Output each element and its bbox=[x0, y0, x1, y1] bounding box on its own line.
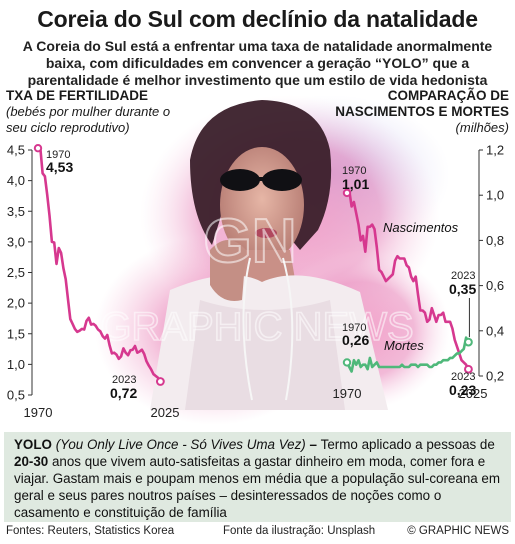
series-end-point bbox=[464, 337, 473, 347]
y-tick-label: 0,4 bbox=[486, 323, 504, 338]
series-label-births: Nascimentos bbox=[383, 220, 459, 235]
series-end-point bbox=[464, 364, 473, 374]
y-tick-label: 3,5 bbox=[7, 204, 25, 219]
annotation-label: 1970 bbox=[342, 165, 366, 177]
watermark: GN GRAPHIC NEWS bbox=[100, 206, 415, 350]
y-tick-label: 1,5 bbox=[7, 326, 25, 341]
series-start-point bbox=[342, 358, 352, 367]
annotation-label: 1970 bbox=[342, 322, 366, 334]
page-title: Coreia do Sul com declínio da natalidade bbox=[37, 6, 478, 32]
svg-text:GRAPHIC NEWS: GRAPHIC NEWS bbox=[100, 305, 413, 349]
yolo-text-1: Termo aplicado a pessoas de bbox=[320, 437, 495, 452]
fertility-subtitle: (bebés por mulher durante o seu ciclo re… bbox=[6, 104, 171, 135]
annotation-label: 2023 bbox=[451, 371, 475, 383]
x-tick-label: 2025 bbox=[151, 405, 180, 420]
x-tick-label: 1970 bbox=[24, 405, 53, 420]
footer-copyright: © GRAPHIC NEWS bbox=[407, 525, 509, 537]
comparison-title-line2: NASCIMENTOS E MORTES bbox=[335, 104, 509, 119]
series-line bbox=[345, 336, 470, 373]
series-label-deaths: Mortes bbox=[384, 338, 424, 353]
annotation-label: 2023 bbox=[451, 270, 475, 282]
annotation-value: 1,01 bbox=[342, 176, 369, 192]
series-start-point bbox=[342, 188, 352, 198]
series-line bbox=[346, 189, 470, 370]
fertility-title: TXA DE FERTILIDADE bbox=[6, 88, 149, 103]
y-tick-label: 4,5 bbox=[7, 143, 25, 158]
x-tick-label: 2025 bbox=[459, 386, 488, 401]
page-subtitle: A Coreia do Sul está a enfrentar uma tax… bbox=[22, 38, 493, 88]
y-tick-label: 2,5 bbox=[7, 265, 25, 280]
x-tick-label: 1970 bbox=[333, 386, 362, 401]
annotation-value: 0,26 bbox=[342, 332, 369, 348]
comparison-title-line1: COMPARAÇÃO DE bbox=[387, 88, 509, 103]
y-tick-label: 1,2 bbox=[486, 143, 504, 158]
y-tick-label: 0,8 bbox=[486, 233, 504, 248]
yolo-dash: – bbox=[305, 437, 321, 452]
comparison-unit: (milhões) bbox=[455, 120, 509, 135]
annotation-value: 0,23 bbox=[449, 382, 476, 398]
yolo-expansion: (You Only Live Once - Só Vives Uma Vez) bbox=[55, 437, 306, 452]
y-tick-label: 3,0 bbox=[7, 234, 25, 249]
yolo-age-range: 20-30 bbox=[14, 454, 49, 469]
series-end-point bbox=[155, 377, 165, 386]
yolo-text-2: anos que vivem auto-satisfeitas a gastar… bbox=[14, 454, 501, 520]
yolo-info-box: YOLO (You Only Live Once - Só Vives Uma … bbox=[4, 432, 511, 522]
y-tick-label: 0,6 bbox=[486, 278, 504, 293]
footer-sources: Fontes: Reuters, Statistics Korea bbox=[6, 525, 175, 537]
y-tick-label: 1,0 bbox=[7, 357, 25, 372]
y-tick-label: 1,0 bbox=[486, 188, 504, 203]
y-tick-label: 4,0 bbox=[7, 173, 25, 188]
svg-text:GN: GN bbox=[204, 207, 297, 276]
annotation-label: 2023 bbox=[112, 374, 136, 386]
annotation-value: 4,53 bbox=[46, 159, 73, 175]
y-tick-label: 2,0 bbox=[7, 296, 25, 311]
annotation-label: 1970 bbox=[46, 149, 70, 161]
yolo-term: YOLO bbox=[14, 437, 52, 452]
annotation-value: 0,72 bbox=[110, 385, 137, 401]
y-tick-label: 0,5 bbox=[7, 388, 25, 403]
y-tick-label: 0,2 bbox=[486, 369, 504, 384]
illustration bbox=[95, 95, 450, 425]
annotation-value: 0,35 bbox=[449, 281, 476, 297]
series-line bbox=[37, 146, 162, 383]
series-start-point bbox=[33, 143, 43, 153]
footer-illustration-credit: Fonte da ilustração: Unsplash bbox=[223, 525, 376, 537]
